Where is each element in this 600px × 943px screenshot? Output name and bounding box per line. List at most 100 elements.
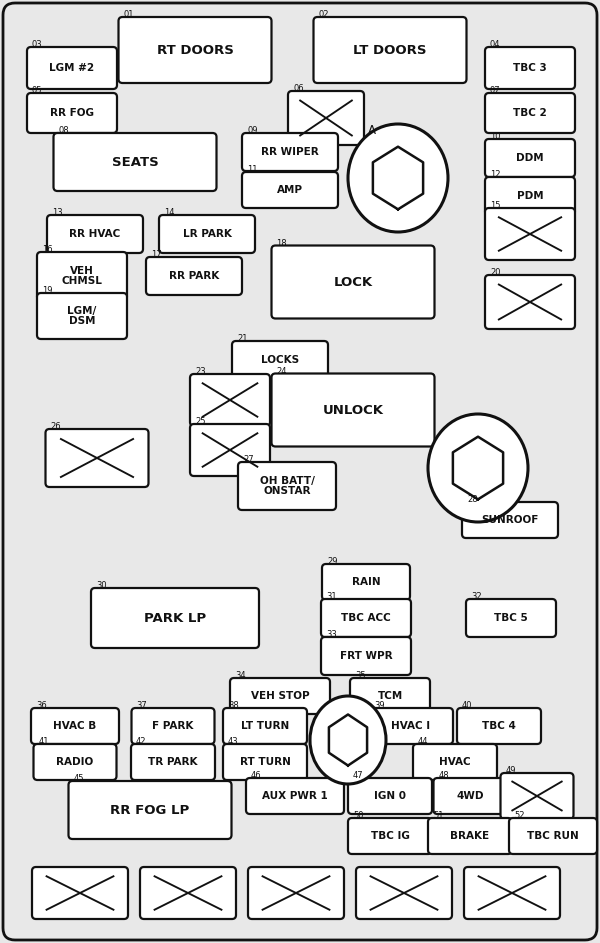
FancyBboxPatch shape	[433, 778, 506, 814]
FancyBboxPatch shape	[271, 373, 434, 446]
Text: 01: 01	[124, 10, 134, 19]
Text: A: A	[368, 124, 376, 137]
FancyBboxPatch shape	[223, 744, 307, 780]
Text: PDM: PDM	[517, 191, 544, 201]
FancyBboxPatch shape	[413, 744, 497, 780]
FancyBboxPatch shape	[485, 47, 575, 89]
Text: 43: 43	[228, 737, 239, 746]
FancyBboxPatch shape	[238, 462, 336, 510]
FancyBboxPatch shape	[485, 275, 575, 329]
Text: 27: 27	[243, 455, 254, 464]
Text: RT TURN: RT TURN	[239, 757, 290, 767]
FancyBboxPatch shape	[369, 708, 453, 744]
FancyBboxPatch shape	[509, 818, 597, 854]
Text: TBC IG: TBC IG	[371, 831, 409, 841]
Text: TBC 2: TBC 2	[513, 108, 547, 118]
Text: 14: 14	[164, 208, 175, 217]
Text: 40: 40	[462, 701, 473, 710]
Ellipse shape	[310, 696, 386, 784]
Text: 20: 20	[490, 268, 500, 277]
FancyBboxPatch shape	[32, 867, 128, 919]
FancyBboxPatch shape	[37, 293, 127, 339]
Text: LR PARK: LR PARK	[182, 229, 232, 239]
FancyBboxPatch shape	[500, 773, 574, 819]
FancyBboxPatch shape	[27, 93, 117, 133]
FancyBboxPatch shape	[322, 564, 410, 600]
Text: AMP: AMP	[277, 185, 303, 195]
Text: 44: 44	[418, 737, 428, 746]
Text: RT DOORS: RT DOORS	[157, 43, 233, 57]
Text: 23: 23	[195, 367, 206, 376]
FancyBboxPatch shape	[321, 599, 411, 637]
FancyBboxPatch shape	[246, 778, 344, 814]
FancyBboxPatch shape	[3, 3, 597, 940]
Text: 47: 47	[353, 771, 364, 780]
Text: 49: 49	[505, 766, 516, 775]
Text: OH BATT/
ONSTAR: OH BATT/ ONSTAR	[260, 475, 314, 496]
FancyBboxPatch shape	[466, 599, 556, 637]
FancyBboxPatch shape	[350, 678, 430, 714]
Text: 12: 12	[490, 170, 500, 179]
Text: 08: 08	[59, 126, 69, 135]
Text: 25: 25	[195, 417, 205, 426]
Text: LOCK: LOCK	[334, 275, 373, 289]
Text: 4WD: 4WD	[456, 791, 484, 801]
FancyBboxPatch shape	[53, 133, 217, 191]
Text: 41: 41	[38, 737, 49, 746]
Text: 46: 46	[251, 771, 262, 780]
FancyBboxPatch shape	[68, 781, 232, 839]
Text: 34: 34	[235, 671, 245, 680]
Text: UNLOCK: UNLOCK	[323, 404, 383, 417]
Text: 24: 24	[277, 367, 287, 375]
Text: 52: 52	[514, 811, 524, 820]
FancyBboxPatch shape	[159, 215, 255, 253]
Text: 18: 18	[277, 239, 287, 247]
Text: LOCKS: LOCKS	[261, 355, 299, 365]
Text: RR FOG LP: RR FOG LP	[110, 803, 190, 817]
Text: RR WIPER: RR WIPER	[261, 147, 319, 157]
FancyBboxPatch shape	[321, 637, 411, 675]
Text: 21: 21	[237, 334, 248, 343]
Text: RR PARK: RR PARK	[169, 271, 219, 281]
Text: HVAC B: HVAC B	[53, 721, 97, 731]
Text: 26: 26	[50, 422, 61, 431]
Text: SUNROOF: SUNROOF	[481, 515, 539, 525]
Text: 05: 05	[32, 86, 43, 95]
Text: 33: 33	[326, 630, 337, 639]
Text: TBC ACC: TBC ACC	[341, 613, 391, 623]
FancyBboxPatch shape	[242, 133, 338, 171]
Text: 15: 15	[490, 201, 500, 210]
Text: TBC RUN: TBC RUN	[527, 831, 579, 841]
FancyBboxPatch shape	[485, 93, 575, 133]
Text: 36: 36	[36, 701, 47, 710]
Text: 45: 45	[74, 774, 84, 783]
Text: TR PARK: TR PARK	[148, 757, 198, 767]
Text: RAIN: RAIN	[352, 577, 380, 587]
Text: LT DOORS: LT DOORS	[353, 43, 427, 57]
FancyBboxPatch shape	[457, 708, 541, 744]
Text: 03: 03	[32, 40, 43, 49]
Text: VEH
CHMSL: VEH CHMSL	[62, 266, 103, 287]
FancyBboxPatch shape	[356, 867, 452, 919]
Text: F PARK: F PARK	[152, 721, 194, 731]
FancyBboxPatch shape	[146, 257, 242, 295]
FancyBboxPatch shape	[348, 778, 432, 814]
Ellipse shape	[428, 414, 528, 522]
Text: 38: 38	[228, 701, 239, 710]
Text: PARK LP: PARK LP	[144, 611, 206, 624]
FancyBboxPatch shape	[31, 708, 119, 744]
Text: AUX PWR 1: AUX PWR 1	[262, 791, 328, 801]
FancyBboxPatch shape	[485, 208, 575, 260]
Text: HVAC: HVAC	[439, 757, 471, 767]
FancyBboxPatch shape	[131, 708, 215, 744]
FancyBboxPatch shape	[230, 678, 330, 714]
Text: 37: 37	[137, 701, 147, 710]
FancyBboxPatch shape	[37, 252, 127, 300]
Text: TBC 4: TBC 4	[482, 721, 516, 731]
Text: RR FOG: RR FOG	[50, 108, 94, 118]
Text: 28: 28	[467, 495, 478, 504]
FancyBboxPatch shape	[428, 818, 512, 854]
FancyBboxPatch shape	[348, 818, 432, 854]
FancyBboxPatch shape	[91, 588, 259, 648]
Text: LGM #2: LGM #2	[49, 63, 95, 73]
